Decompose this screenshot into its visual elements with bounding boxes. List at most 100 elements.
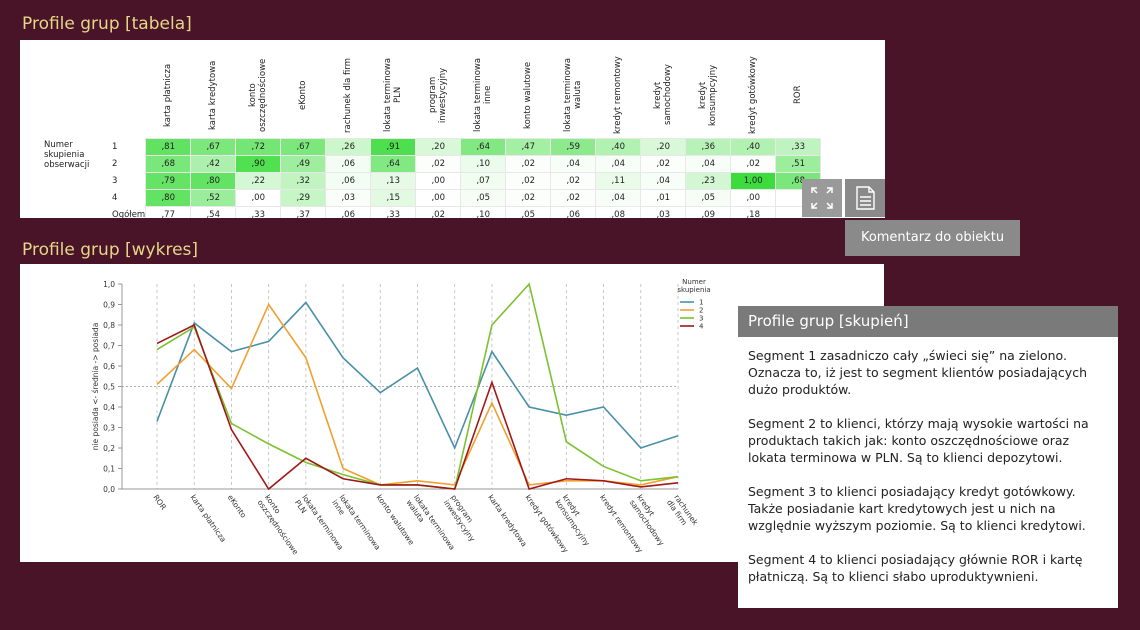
table-cell: ,02: [505, 189, 552, 207]
comment-paragraph-2: Segment 2 to klienci, którzy mają wysoki…: [748, 416, 1089, 465]
table-cell: ,67: [280, 138, 327, 156]
x-tick-label: ROR: [151, 493, 168, 512]
table-cell: ,00: [730, 189, 777, 207]
table-cell: ,03: [325, 189, 372, 207]
table-cell: ,04: [685, 155, 732, 173]
profile-line-chart: 0,0 0,1 0,2 0,3 0,4 0,5 0,6 0,7 0,8 0,9 1,0 nie pos…: [91, 278, 711, 557]
table-cell: ,06: [325, 206, 372, 218]
column-header: karta kredytowa: [191, 48, 236, 139]
row-label: Ogółem: [112, 210, 146, 218]
table-cell: ,10: [460, 206, 507, 218]
profile-table: karta płatnicza karta kredytowa konto oszc…: [42, 48, 822, 218]
chart-section-title: Profile grup [wykres]: [22, 240, 199, 260]
table-cell: ,64: [370, 155, 417, 173]
table-cell: ,02: [550, 189, 597, 207]
column-header: konto walutowe: [506, 48, 551, 139]
y-tick-label: 0,6: [103, 362, 115, 371]
table-cell: ,79: [145, 172, 192, 190]
table-cell: ,01: [640, 189, 687, 207]
table-section-title: Profile grup [tabela]: [22, 14, 192, 34]
table-row: Ogółem ,77,54,33,37,06,33,02,10,05,06,08,…: [42, 206, 822, 218]
table-cell: ,77: [145, 206, 192, 218]
column-header: lokata terminowa inne: [461, 48, 506, 139]
table-cell: ,10: [460, 155, 507, 173]
expand-button[interactable]: [802, 179, 842, 217]
column-header: eKonto: [281, 48, 326, 139]
table-cell: ,36: [685, 138, 732, 156]
x-tick-label: eKonto: [226, 493, 249, 520]
table-cell: ,80: [190, 172, 237, 190]
column-header-label: karta kredytowa: [208, 60, 219, 130]
table-cell: ,09: [685, 206, 732, 218]
table-cell: ,23: [685, 172, 732, 190]
x-tick-label: karta płatnicza: [189, 493, 228, 544]
table-cell: ,07: [460, 172, 507, 190]
row-label: 1: [112, 142, 118, 152]
table-cell: ,04: [595, 155, 642, 173]
table-cell: ,02: [640, 155, 687, 173]
table-cell: ,00: [235, 189, 282, 207]
table-cell: ,47: [505, 138, 552, 156]
table-cell: ,52: [190, 189, 237, 207]
table-cell: ,06: [550, 206, 597, 218]
column-header: ROR: [776, 48, 821, 139]
comment-button[interactable]: [845, 179, 885, 217]
legend-label: 2: [699, 307, 703, 315]
table-cell: ,32: [280, 172, 327, 190]
table-cell: ,05: [505, 206, 552, 218]
row-label: 3: [112, 176, 118, 186]
x-tick-label: rachunekdla firm: [665, 493, 700, 533]
column-header: konto oszczędnościowe: [236, 48, 281, 139]
column-header: lokata terminowa waluta: [551, 48, 596, 139]
table-cell: ,02: [550, 172, 597, 190]
y-tick-label: 0,4: [103, 403, 115, 412]
column-header-label: konto oszczędnościowe: [248, 58, 269, 132]
column-header-label: kredyt konsumpcyjny: [698, 64, 719, 126]
y-tick-label: 0,7: [103, 342, 115, 351]
table-cell: ,33: [370, 206, 417, 218]
table-cell: ,91: [370, 138, 417, 156]
comment-paragraph-4: Segment 4 to klienci posiadający głównie…: [748, 552, 1083, 584]
column-header-label: karta płatnicza: [163, 63, 174, 127]
y-tick-label: 0,0: [103, 485, 115, 494]
column-header-label: kredyt gotówkowy: [748, 56, 759, 134]
column-header-label: lokata terminowa PLN: [383, 57, 404, 133]
table-cell: ,04: [640, 172, 687, 190]
column-header-label: rachunek dla firm: [343, 57, 354, 133]
table-cell: ,54: [190, 206, 237, 218]
table-cell: ,29: [280, 189, 327, 207]
table-cell: ,59: [550, 138, 597, 156]
table-cell: ,13: [370, 172, 417, 190]
column-header-label: program inwestycyjny: [428, 67, 449, 123]
y-axis-label: nie posiada <- średnia -> posiada: [91, 323, 100, 451]
row-label: 2: [112, 159, 118, 169]
table-cell: ,20: [415, 138, 462, 156]
table-cell: ,02: [505, 155, 552, 173]
table-cell: ,08: [595, 206, 642, 218]
table-cell: ,64: [460, 138, 507, 156]
table-cell: ,02: [415, 206, 462, 218]
table-cell: ,02: [730, 155, 777, 173]
legend-label: 4: [699, 323, 704, 331]
column-header: program inwestycyjny: [416, 48, 461, 139]
comment-tooltip: Komentarz do obiektu: [845, 220, 1020, 256]
comment-icon: [856, 186, 875, 210]
row-label: 4: [112, 193, 118, 203]
legend-label: 3: [699, 315, 703, 323]
y-tick-label: 0,5: [103, 383, 115, 392]
table-cell: ,33: [235, 206, 282, 218]
expand-icon: [811, 187, 833, 209]
table-cell: ,40: [595, 138, 642, 156]
column-header-label: eKonto: [298, 80, 309, 110]
table-cell: ,05: [460, 189, 507, 207]
table-cell: ,02: [505, 172, 552, 190]
table-cell: ,40: [730, 138, 777, 156]
row-group-label: Numer skupienia obserwacji: [44, 139, 90, 170]
column-header-label: lokata terminowa inne: [473, 57, 494, 133]
y-tick-label: 0,9: [103, 301, 115, 310]
table-cell: ,22: [235, 172, 282, 190]
series-line-4: [156, 323, 679, 491]
y-tick-label: 0,8: [103, 321, 115, 330]
table-cell: ,90: [235, 155, 282, 173]
table-cell: ,06: [325, 155, 372, 173]
